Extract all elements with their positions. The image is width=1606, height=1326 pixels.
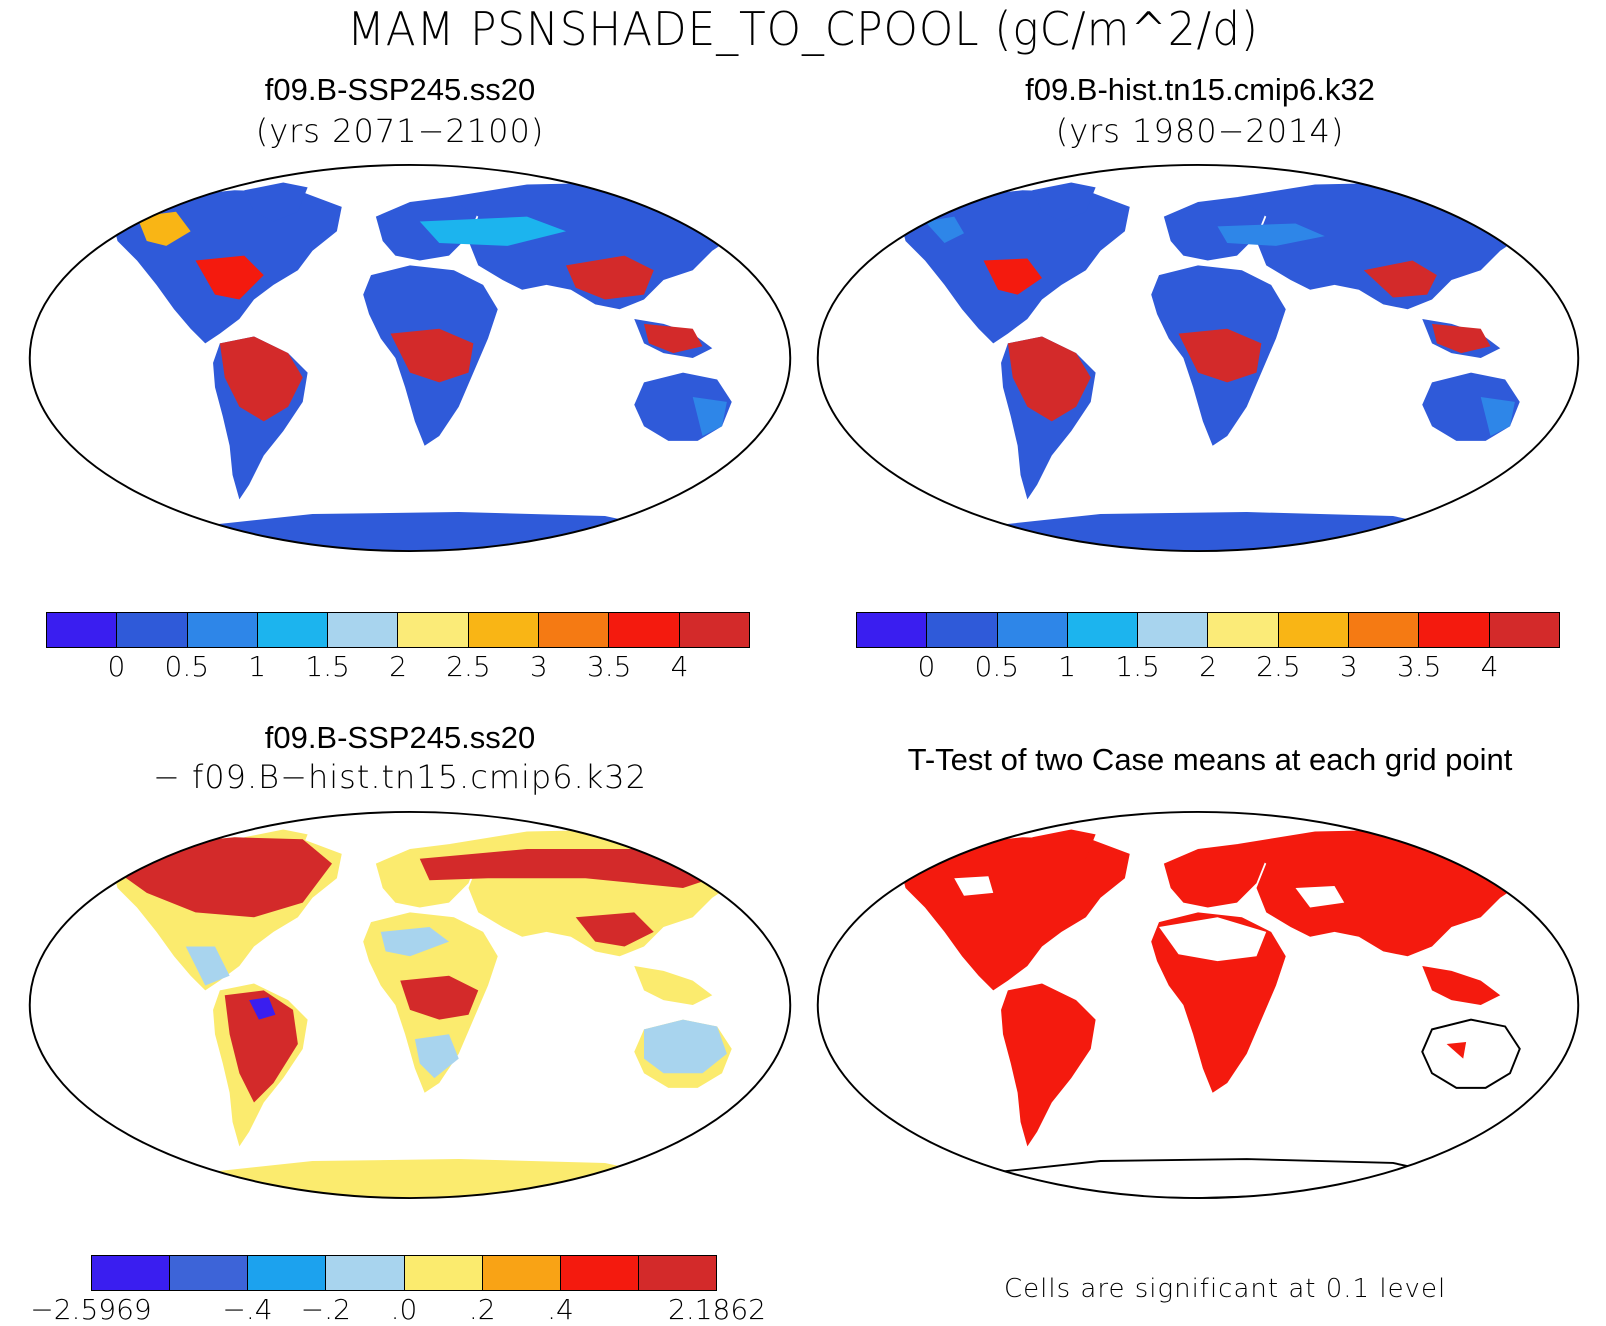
panel3-title: f09.B-SSP245.ss20 [264,720,536,755]
cb3-swatch [638,1256,716,1290]
cb1-tick-label: 4 [670,650,689,683]
significance-note: Cells are significant at 0.1 level [1004,1274,1447,1304]
cb1-swatch [609,613,680,647]
cb1-swatch [539,613,610,647]
panel2-title: f09.B-hist.tn15.cmip6.k32 [1025,72,1375,107]
map-panel-1 [28,163,792,553]
cb1-tick-label: 2.5 [446,650,491,683]
map-panel-2 [816,163,1580,553]
cb2-tick-label: 3 [1339,650,1358,683]
cb1-tick-label: 3.5 [586,650,632,683]
cb2-tick-label: 4 [1480,650,1499,683]
cb1-tick-label: 1 [248,650,267,683]
cb2-tick-label: 1.5 [1115,650,1160,683]
cb1-swatch [468,613,540,647]
cb1-tick-label: 2 [389,650,407,683]
cb3-tick-label: −2.5969 [30,1293,152,1326]
figure-title: MAM PSNSHADE_TO_CPOOL (gC/m^2/d) [347,2,1259,56]
colorbar-difference [91,1255,717,1291]
cb2-swatch [1419,613,1490,647]
cb2-swatch [857,613,928,647]
cb1-tick-label: 0 [107,650,126,683]
cb3-swatch [404,1256,483,1290]
cb1-tick-label: 1.5 [305,650,350,683]
cb3-swatch [560,1256,639,1290]
cb2-swatch [1208,613,1279,647]
cb3-tick-label: 2.1862 [668,1293,766,1326]
cb2-swatch [1349,613,1420,647]
panel2-subtitle: (yrs 1980−2014) [1055,112,1345,150]
map-panel-ttest [816,810,1580,1200]
cb1-swatch [679,613,749,647]
cb3-tick-label: −.4 [222,1293,273,1326]
cb2-tick-label: 0 [917,650,936,683]
cb2-swatch [1489,613,1559,647]
panel1-title: f09.B-SSP245.ss20 [264,72,536,107]
colorbar-panel-1 [46,612,750,648]
map-panel-difference [28,810,792,1200]
cb3-tick-label: .0 [390,1293,418,1326]
cb1-swatch [398,613,469,647]
panel1-subtitle: (yrs 2071−2100) [255,112,545,150]
cb1-swatch [187,613,258,647]
cb2-swatch [1138,613,1209,647]
cb2-swatch [927,613,998,647]
cb3-swatch [170,1256,249,1290]
cb3-tick-label: −.2 [300,1293,351,1326]
cb1-swatch [117,613,188,647]
cb1-swatch [257,613,329,647]
panel3-subtitle: − f09.B−hist.tn15.cmip6.k32 [153,758,647,796]
cb3-swatch [326,1256,405,1290]
cb2-tick-label: 3.5 [1396,650,1442,683]
colorbar-panel-2 [856,612,1560,648]
panel4-title: T-Test of two Case means at each grid po… [907,742,1513,777]
cb1-tick-label: 0.5 [164,650,210,683]
cb2-tick-label: 2.5 [1256,650,1301,683]
cb3-swatch [482,1256,561,1290]
cb2-tick-label: 0.5 [974,650,1020,683]
cb2-tick-label: 1 [1058,650,1077,683]
cb3-swatch [92,1256,171,1290]
cb2-swatch [1067,613,1139,647]
cb2-tick-label: 2 [1199,650,1217,683]
cb2-swatch [1278,613,1350,647]
cb1-swatch [328,613,399,647]
cb3-swatch [248,1256,327,1290]
cb1-tick-label: 3 [529,650,548,683]
cb1-swatch [47,613,118,647]
cb2-swatch [997,613,1068,647]
cb3-tick-label: .2 [468,1293,496,1326]
cb3-tick-label: .4 [547,1293,574,1326]
